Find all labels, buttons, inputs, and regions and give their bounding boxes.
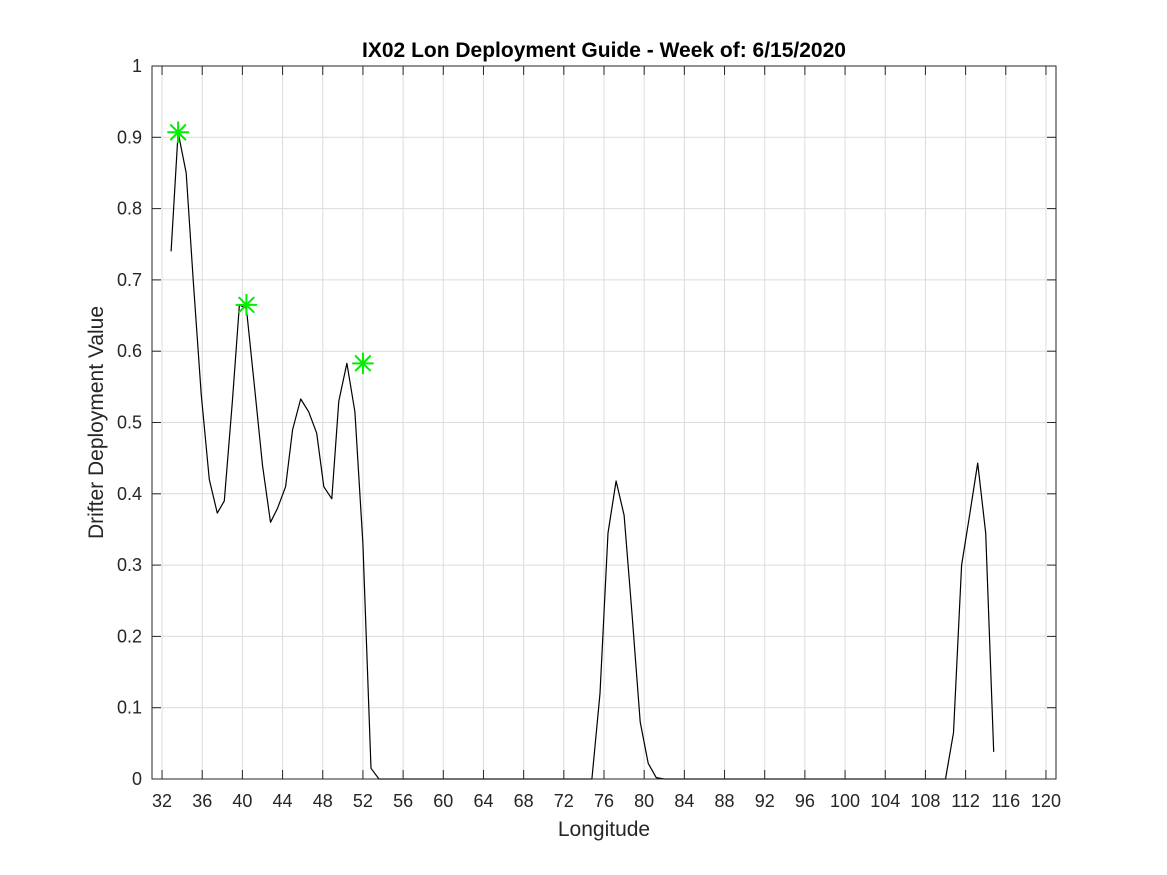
y-tick-label: 0.5: [117, 413, 142, 433]
x-tick-label: 32: [152, 791, 172, 811]
y-axis-label: Drifter Deployment Value: [85, 306, 108, 539]
marker-stroke: [238, 296, 255, 314]
x-tick-label: 64: [473, 791, 493, 811]
series-line: [170, 131, 995, 780]
x-tick-label: 84: [674, 791, 694, 811]
y-tick-label: 0.4: [117, 484, 142, 504]
x-tick-label: 88: [715, 791, 735, 811]
x-tick-label: 92: [755, 791, 775, 811]
x-tick-label: 36: [192, 791, 212, 811]
peak-marker: [351, 352, 374, 375]
x-tick-label: 80: [634, 791, 654, 811]
x-tick-label: 72: [554, 791, 574, 811]
x-tick-label: 56: [393, 791, 413, 811]
y-tick-label: 0.9: [117, 127, 142, 147]
x-tick-label: 40: [232, 791, 252, 811]
y-tick-label: 0: [132, 769, 142, 789]
x-tick-label: 52: [353, 791, 373, 811]
y-tick-label: 1: [132, 56, 142, 76]
grid: [152, 65, 1056, 780]
x-tick-label: 60: [433, 791, 453, 811]
peak-marker: [235, 293, 258, 316]
x-axis-label: Longitude: [558, 818, 650, 841]
y-tick-label: 0.6: [117, 341, 142, 361]
x-tick-label: 104: [870, 791, 900, 811]
peak-markers: [167, 121, 374, 375]
x-tick-label: 120: [1031, 791, 1061, 811]
peak-marker: [167, 121, 190, 144]
y-tick-label: 0.3: [117, 555, 142, 575]
y-tick-label: 0.1: [117, 698, 142, 718]
x-tick-label: 76: [594, 791, 614, 811]
y-tick-label: 0.8: [117, 199, 142, 219]
x-tick-label: 116: [991, 791, 1020, 811]
y-tick-label: 0.7: [117, 270, 142, 290]
marker-stroke: [169, 124, 187, 141]
x-tick-label: 112: [951, 791, 980, 811]
series-layer: [170, 131, 995, 780]
marker-stroke: [354, 355, 372, 372]
chart-title: IX02 Lon Deployment Guide - Week of: 6/1…: [362, 39, 846, 62]
x-tick-label: 48: [313, 791, 333, 811]
y-tick-label: 0.2: [117, 626, 142, 646]
x-tick-label: 108: [910, 791, 940, 811]
ticks: 32 36 40 44 48 52 56 60 64 68 72 76 80 84 88 92 96 100 104…: [117, 56, 1061, 811]
x-tick-label: 44: [273, 791, 293, 811]
x-tick-label: 68: [514, 791, 534, 811]
x-tick-label: 100: [830, 791, 860, 811]
x-tick-label: 96: [795, 791, 815, 811]
